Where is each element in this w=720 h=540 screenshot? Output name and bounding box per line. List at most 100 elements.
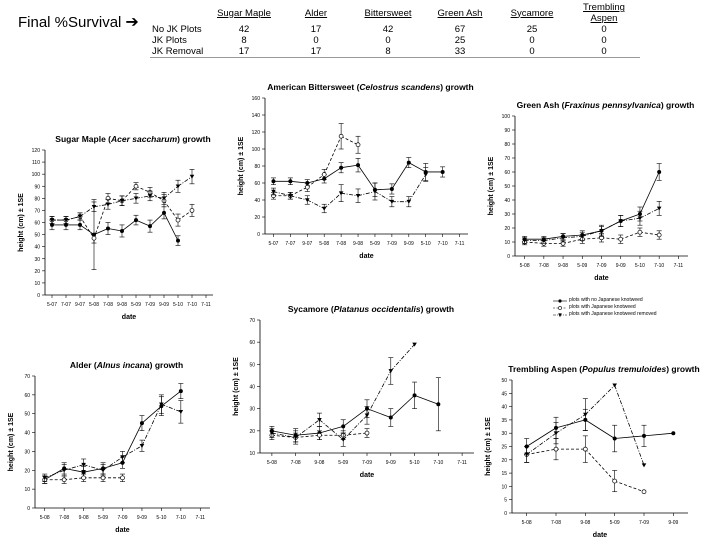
x-tick-label: 5-08 xyxy=(89,302,99,308)
legend-entry-knotweed: plots with Japanese knotweed xyxy=(553,304,661,311)
series-line-segment xyxy=(177,176,193,187)
series-line-segment xyxy=(620,213,641,222)
x-tick-label: 5-09 xyxy=(370,241,380,247)
data-point xyxy=(338,133,344,139)
x-tick-label: 7-08 xyxy=(103,302,113,308)
data-point xyxy=(612,436,617,441)
series-line-segment xyxy=(290,195,308,201)
y-axis-label: height (cm) ± 1SE xyxy=(8,412,15,471)
x-tick-label: 7-08 xyxy=(336,241,346,247)
series-line-segment xyxy=(366,370,392,416)
y-tick-label: 10 xyxy=(501,484,507,490)
series-line-segment xyxy=(295,434,320,438)
x-tick-label: 7-07 xyxy=(285,241,295,247)
data-point xyxy=(317,432,322,438)
final-survival-label: Final %Survival ➔ xyxy=(18,12,139,32)
legend: plots with no Japanese knotweed plots wi… xyxy=(553,297,661,318)
series-line-segment xyxy=(562,238,583,244)
x-axis-label: date xyxy=(360,472,375,479)
series-line-segment xyxy=(323,167,342,180)
data-point xyxy=(321,172,327,177)
y-axis-label: height (cm) ± 1SE xyxy=(18,193,25,252)
data-point xyxy=(560,236,566,240)
data-point xyxy=(271,179,276,184)
data-point xyxy=(364,413,370,418)
y-tick-label: 70 xyxy=(249,318,255,324)
data-point xyxy=(317,417,322,422)
chart-title-part: Fraxinus pennsylvanica xyxy=(564,100,661,110)
y-axis-label: height (cm) ± 1SE xyxy=(233,357,240,416)
y-tick-label: 50 xyxy=(249,362,255,368)
data-point xyxy=(642,433,646,438)
series-line-segment xyxy=(83,468,104,473)
data-point xyxy=(522,238,527,243)
data-point xyxy=(341,424,346,429)
legend-label: plots with Japanese knotweed xyxy=(569,304,636,310)
y-tick-label: 160 xyxy=(252,96,261,102)
series-line-segment xyxy=(391,162,410,190)
x-tick-label: 5-08 xyxy=(520,263,530,269)
y-tick-label: 140 xyxy=(252,113,261,119)
data-point xyxy=(612,478,618,484)
y-tick-label: 30 xyxy=(501,431,507,437)
series-line-segment xyxy=(414,394,439,405)
x-tick-label: 5-09 xyxy=(610,520,620,526)
x-tick-label: 9-09 xyxy=(386,460,396,466)
data-point xyxy=(339,165,344,170)
survival-table-header-row: Sugar Maple Alder Bittersweet Green Ash … xyxy=(150,2,640,24)
series-line-segment xyxy=(543,237,564,241)
data-point xyxy=(133,196,139,201)
y-tick-label: 20 xyxy=(34,269,40,275)
series-line-segment xyxy=(374,191,393,203)
data-point xyxy=(176,238,180,243)
data-point xyxy=(147,194,153,199)
series-line-segment xyxy=(601,237,621,240)
data-point xyxy=(91,204,97,209)
y-tick-label: 15 xyxy=(501,471,507,477)
data-point xyxy=(159,402,164,407)
x-tick-label: 9-07 xyxy=(302,241,312,247)
series-line-segment xyxy=(161,403,181,413)
y-tick-label: 70 xyxy=(24,374,30,380)
column-header-sycamore: Sycamore xyxy=(510,7,554,19)
series-line-segment xyxy=(526,432,557,455)
chart-title-part: ) growth xyxy=(150,360,184,370)
x-tick-label: 5-09 xyxy=(577,263,587,269)
y-tick-label: 45 xyxy=(501,391,507,397)
x-tick-label: 7-09 xyxy=(117,515,127,521)
bittersweet-chart: American Bittersweet (Celostrus scandens… xyxy=(238,82,474,260)
x-tick-label: 9-09 xyxy=(404,241,414,247)
data-point xyxy=(81,475,86,481)
series-line-segment xyxy=(357,164,376,191)
y-tick-label: 40 xyxy=(24,431,30,437)
x-tick-label: 7-08 xyxy=(539,263,549,269)
open-circle-icon xyxy=(553,305,567,310)
table-cell: 0 xyxy=(601,35,607,46)
series-filled-triangle xyxy=(269,342,417,447)
x-axis-label: date xyxy=(593,532,608,539)
series-line-segment xyxy=(295,432,320,436)
data-point xyxy=(288,179,293,184)
data-point xyxy=(355,142,361,148)
data-point xyxy=(406,160,411,165)
data-point xyxy=(271,189,276,194)
row-label: No JK Plots xyxy=(152,24,202,35)
chart-title-part: Alder ( xyxy=(70,360,97,370)
y-tick-label: 110 xyxy=(32,160,40,166)
y-tick-label: 100 xyxy=(252,147,261,153)
data-point xyxy=(304,198,310,203)
data-point xyxy=(641,463,647,468)
table-cell: 17 xyxy=(310,24,322,35)
data-point xyxy=(120,455,125,460)
series-line-segment xyxy=(122,445,143,458)
series-line-segment xyxy=(614,385,645,466)
series-filled-triangle xyxy=(42,394,184,482)
legend-label: plots with no Japanese knotweed xyxy=(569,297,643,303)
data-point xyxy=(321,206,327,211)
x-tick-label: 7-10 xyxy=(433,460,443,466)
series-line-segment xyxy=(107,200,123,205)
series-line-segment xyxy=(582,230,602,237)
green-ash-chart: Green Ash (Fraxinus pennsylvanica) growt… xyxy=(488,100,694,282)
table-cell: 0 xyxy=(601,24,607,35)
arrow-right-icon: ➔ xyxy=(125,14,139,31)
